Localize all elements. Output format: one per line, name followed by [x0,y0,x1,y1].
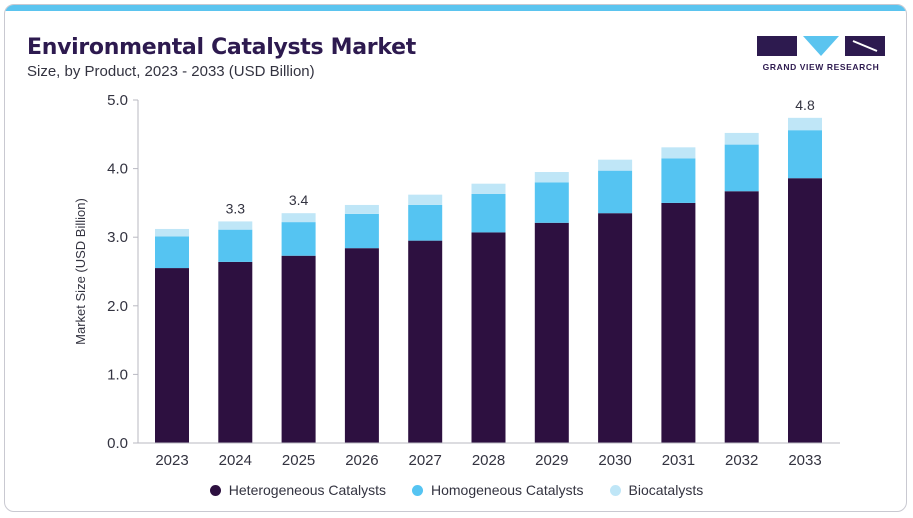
x-tick-label-2023: 2023 [155,452,188,469]
bar-2025-series-1 [281,222,316,256]
y-tick-label: 0.0 [107,435,128,452]
bar-2030-series-1 [598,170,633,214]
bar-2028-series-2 [471,183,506,194]
y-tick-label: 2.0 [107,298,128,315]
bar-2025-series-0 [281,255,316,443]
x-tick-label-2026: 2026 [345,452,378,469]
bar-2025-series-2 [281,213,316,223]
x-tick-label-2032: 2032 [725,452,758,469]
y-tick-label: 4.0 [107,161,128,178]
x-tick-label-2029: 2029 [535,452,568,469]
x-tick-label-2031: 2031 [662,452,695,469]
bar-2032-series-0 [724,191,759,443]
bar-2026-series-1 [344,213,379,249]
legend-label-homogeneous: Homogeneous Catalysts [430,482,584,498]
legend-swatch-heterogeneous [209,484,221,496]
legend-swatch-homogeneous [411,484,423,496]
total-label-2025: 3.4 [289,192,309,208]
bar-2026-series-0 [344,248,379,443]
bar-2024-series-2 [218,221,253,230]
grand-view-research-logo [757,36,885,56]
legend-label-biocatalysts: Biocatalysts [628,482,704,498]
bar-2027-series-2 [408,194,443,205]
chart-legend: Heterogeneous Catalysts Homogeneous Cata… [5,482,906,498]
bar-2026-series-2 [344,204,379,214]
bar-2027-series-1 [408,204,443,241]
bar-2023-series-0 [155,268,189,443]
x-tick-label-2027: 2027 [409,452,442,469]
accent-bar [5,5,906,11]
bar-2031-series-2 [661,147,696,159]
bar-2029-series-2 [534,172,569,183]
total-label-2024: 3.3 [226,200,246,216]
logo-text: GRAND VIEW RESEARCH [762,62,880,72]
total-label-2033: 4.8 [795,97,815,113]
y-tick-label: 3.0 [107,229,128,246]
bar-2031-series-1 [661,158,696,203]
bar-2033-series-1 [788,130,822,179]
chart-card: Environmental Catalysts Market Size, by … [4,4,907,512]
stacked-bar-chart: 0.0 1.0 2.0 3.0 4.0 5.0 Market Size (USD Billi… [73,92,840,469]
bar-2032-series-1 [724,144,759,192]
x-tick-label-2033: 2033 [788,452,821,469]
legend-item-heterogeneous: Heterogeneous Catalysts [209,482,386,498]
bar-2031-series-0 [661,202,696,443]
bar-2029-series-0 [534,222,569,443]
x-tick-label-2028: 2028 [472,452,505,469]
legend-item-biocatalysts: Biocatalysts [609,482,704,498]
bar-2029-series-1 [534,182,569,223]
bar-2033-series-2 [788,117,822,131]
x-tick-label-2030: 2030 [598,452,631,469]
legend-item-homogeneous: Homogeneous Catalysts [411,482,584,498]
bar-2023-series-2 [155,228,189,237]
bar-2024-series-1 [218,229,253,262]
legend-label-heterogeneous: Heterogeneous Catalysts [228,482,386,498]
chart-subtitle: Size, by Product, 2023 - 2033 (USD Billi… [27,63,315,80]
bar-2024-series-0 [218,261,253,443]
chart-title: Environmental Catalysts Market [27,35,416,60]
bar-2023-series-1 [155,236,189,269]
bar-2033-series-0 [788,178,822,444]
bar-2030-series-2 [598,159,633,171]
bar-2028-series-0 [471,232,506,443]
x-tick-label-2025: 2025 [282,452,315,469]
y-axis-title: Market Size (USD Billion) [73,198,88,345]
y-tick-label: 5.0 [107,92,128,109]
legend-swatch-biocatalysts [609,484,621,496]
y-tick-label: 1.0 [107,366,128,383]
x-tick-label-2024: 2024 [219,452,252,469]
bar-2028-series-1 [471,193,506,233]
bar-2030-series-0 [598,213,633,443]
bar-2032-series-2 [724,132,759,145]
bar-2027-series-0 [408,240,443,443]
